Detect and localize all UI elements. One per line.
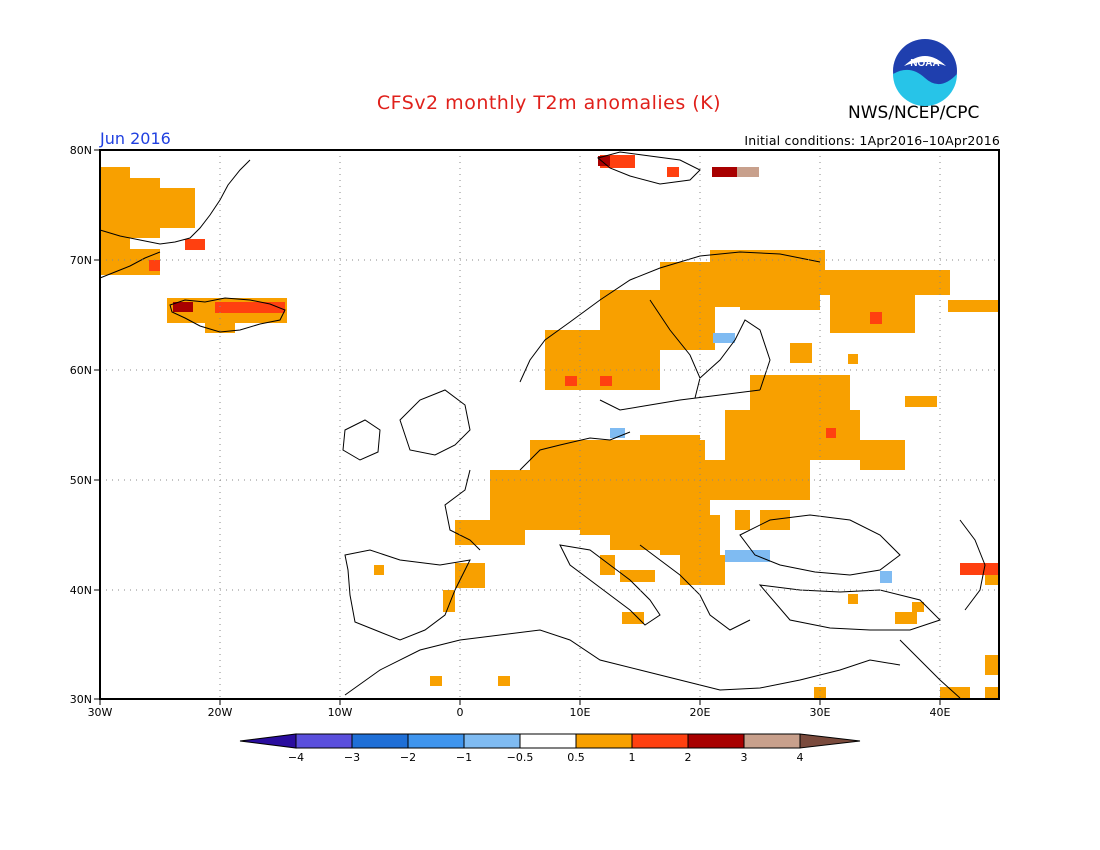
anomaly-cell [713, 333, 735, 343]
anomaly-cell [895, 612, 917, 624]
anomaly-cell [443, 590, 455, 612]
y-tick-label: 40N [70, 584, 92, 597]
iceland-coast [169, 297, 286, 333]
anomaly-cell [149, 260, 160, 271]
greenland-coast [99, 251, 161, 279]
y-tick-label: 50N [70, 474, 92, 487]
coastlines [99, 151, 986, 699]
noaa-logo-text: NOAA [910, 58, 939, 69]
anomaly-cell [130, 178, 160, 238]
anomaly-cell [750, 375, 850, 415]
anomaly-cell [737, 167, 759, 177]
anomaly-cell [173, 302, 193, 312]
anomaly-cell [960, 563, 998, 575]
north-africa-coast [344, 629, 901, 696]
agency-label: NWS/NCEP/CPC [848, 103, 980, 123]
y-tick-label: 80N [70, 144, 92, 157]
anomaly-cell [905, 396, 937, 407]
anomaly-cell [610, 530, 660, 550]
anomaly-cell [880, 571, 892, 583]
gulf-of-bothnia [699, 319, 771, 391]
x-axis-labels: 30W 20W 10W 0 10E 20E 30E 40E [88, 706, 951, 719]
anomaly-cell [498, 676, 510, 686]
caspian-coast [959, 519, 986, 611]
middle-east-coast [899, 639, 961, 699]
svalbard-coast [596, 151, 701, 185]
anomaly-cell [848, 354, 858, 364]
anomaly-cell [985, 687, 998, 699]
forecast-month: Jun 2016 [100, 129, 171, 148]
map-title: CFSv2 monthly T2m anomalies (K) [376, 92, 722, 114]
anomaly-cell [455, 563, 485, 588]
y-tick-label: 70N [70, 254, 92, 267]
anomaly-cell [985, 655, 998, 675]
anomaly-cell [100, 167, 130, 249]
black-sea-coast [739, 514, 901, 576]
anomaly-cell [740, 270, 820, 310]
anomaly-cell [735, 510, 750, 530]
x-tick-label: 20W [208, 706, 233, 719]
anomaly-cell [712, 167, 737, 177]
tick-marks [94, 149, 941, 705]
x-tick-label: 10W [328, 706, 353, 719]
turkey-coast [758, 584, 941, 631]
anomaly-cell [725, 550, 770, 562]
initial-conditions-label: Initial conditions: 1Apr2016–10Apr2016 [744, 133, 1000, 148]
anomaly-cell [600, 376, 612, 386]
british-isles [399, 389, 471, 456]
anomaly-cell [667, 167, 679, 177]
baltic-coast [599, 389, 761, 411]
ireland [342, 419, 381, 461]
greenland-coast [99, 159, 251, 245]
x-tick-label: 20E [690, 706, 711, 719]
noaa-logo: NOAA [893, 39, 957, 106]
anomaly-cell [430, 676, 442, 686]
iberia-coast [344, 549, 471, 641]
anomaly-cell [848, 594, 858, 604]
x-tick-label: 10E [570, 706, 591, 719]
anomaly-cell [622, 612, 644, 624]
graticule [100, 150, 999, 699]
x-tick-label: 0 [457, 706, 464, 719]
x-tick-label: 30E [810, 706, 831, 719]
y-axis-labels: 80N 70N 60N 50N 40N 30N [70, 144, 92, 706]
anomaly-cell [185, 239, 205, 250]
italy-coast [559, 544, 661, 626]
y-tick-label: 60N [70, 364, 92, 377]
anomaly-cell [610, 428, 625, 438]
anomaly-cell [826, 428, 836, 438]
anomaly-cell [820, 270, 950, 295]
anomaly-cell [948, 300, 998, 312]
anomaly-cell [660, 515, 720, 555]
anomaly-cell [760, 510, 790, 530]
anomaly-cell [725, 410, 860, 460]
anomaly-cell [160, 188, 195, 228]
anomaly-cell [215, 302, 285, 313]
y-tick-label: 30N [70, 693, 92, 706]
anomaly-cell [860, 440, 905, 470]
map-frame [99, 149, 1000, 700]
anomaly-cell [912, 602, 924, 612]
anomaly-cell [598, 156, 610, 166]
anomaly-cell [374, 565, 384, 575]
norway-coast [519, 251, 821, 383]
anomaly-cell [985, 575, 998, 585]
anomaly-cell [814, 687, 826, 699]
anomaly-cell [700, 460, 810, 500]
anomaly-cells [100, 155, 998, 699]
anomaly-cell [680, 555, 725, 585]
anomaly-cell [790, 343, 812, 363]
anomaly-cell [205, 323, 235, 333]
anomaly-cell [600, 555, 615, 575]
x-tick-label: 40E [930, 706, 951, 719]
anomaly-cell [640, 435, 700, 450]
x-tick-label: 30W [88, 706, 113, 719]
france-coast [444, 469, 481, 551]
anomaly-cell [565, 376, 577, 386]
anomaly-cell [870, 312, 882, 324]
sweden-finland-border [649, 299, 701, 399]
anomaly-cell [455, 520, 525, 545]
north-sea-coast [519, 431, 631, 471]
